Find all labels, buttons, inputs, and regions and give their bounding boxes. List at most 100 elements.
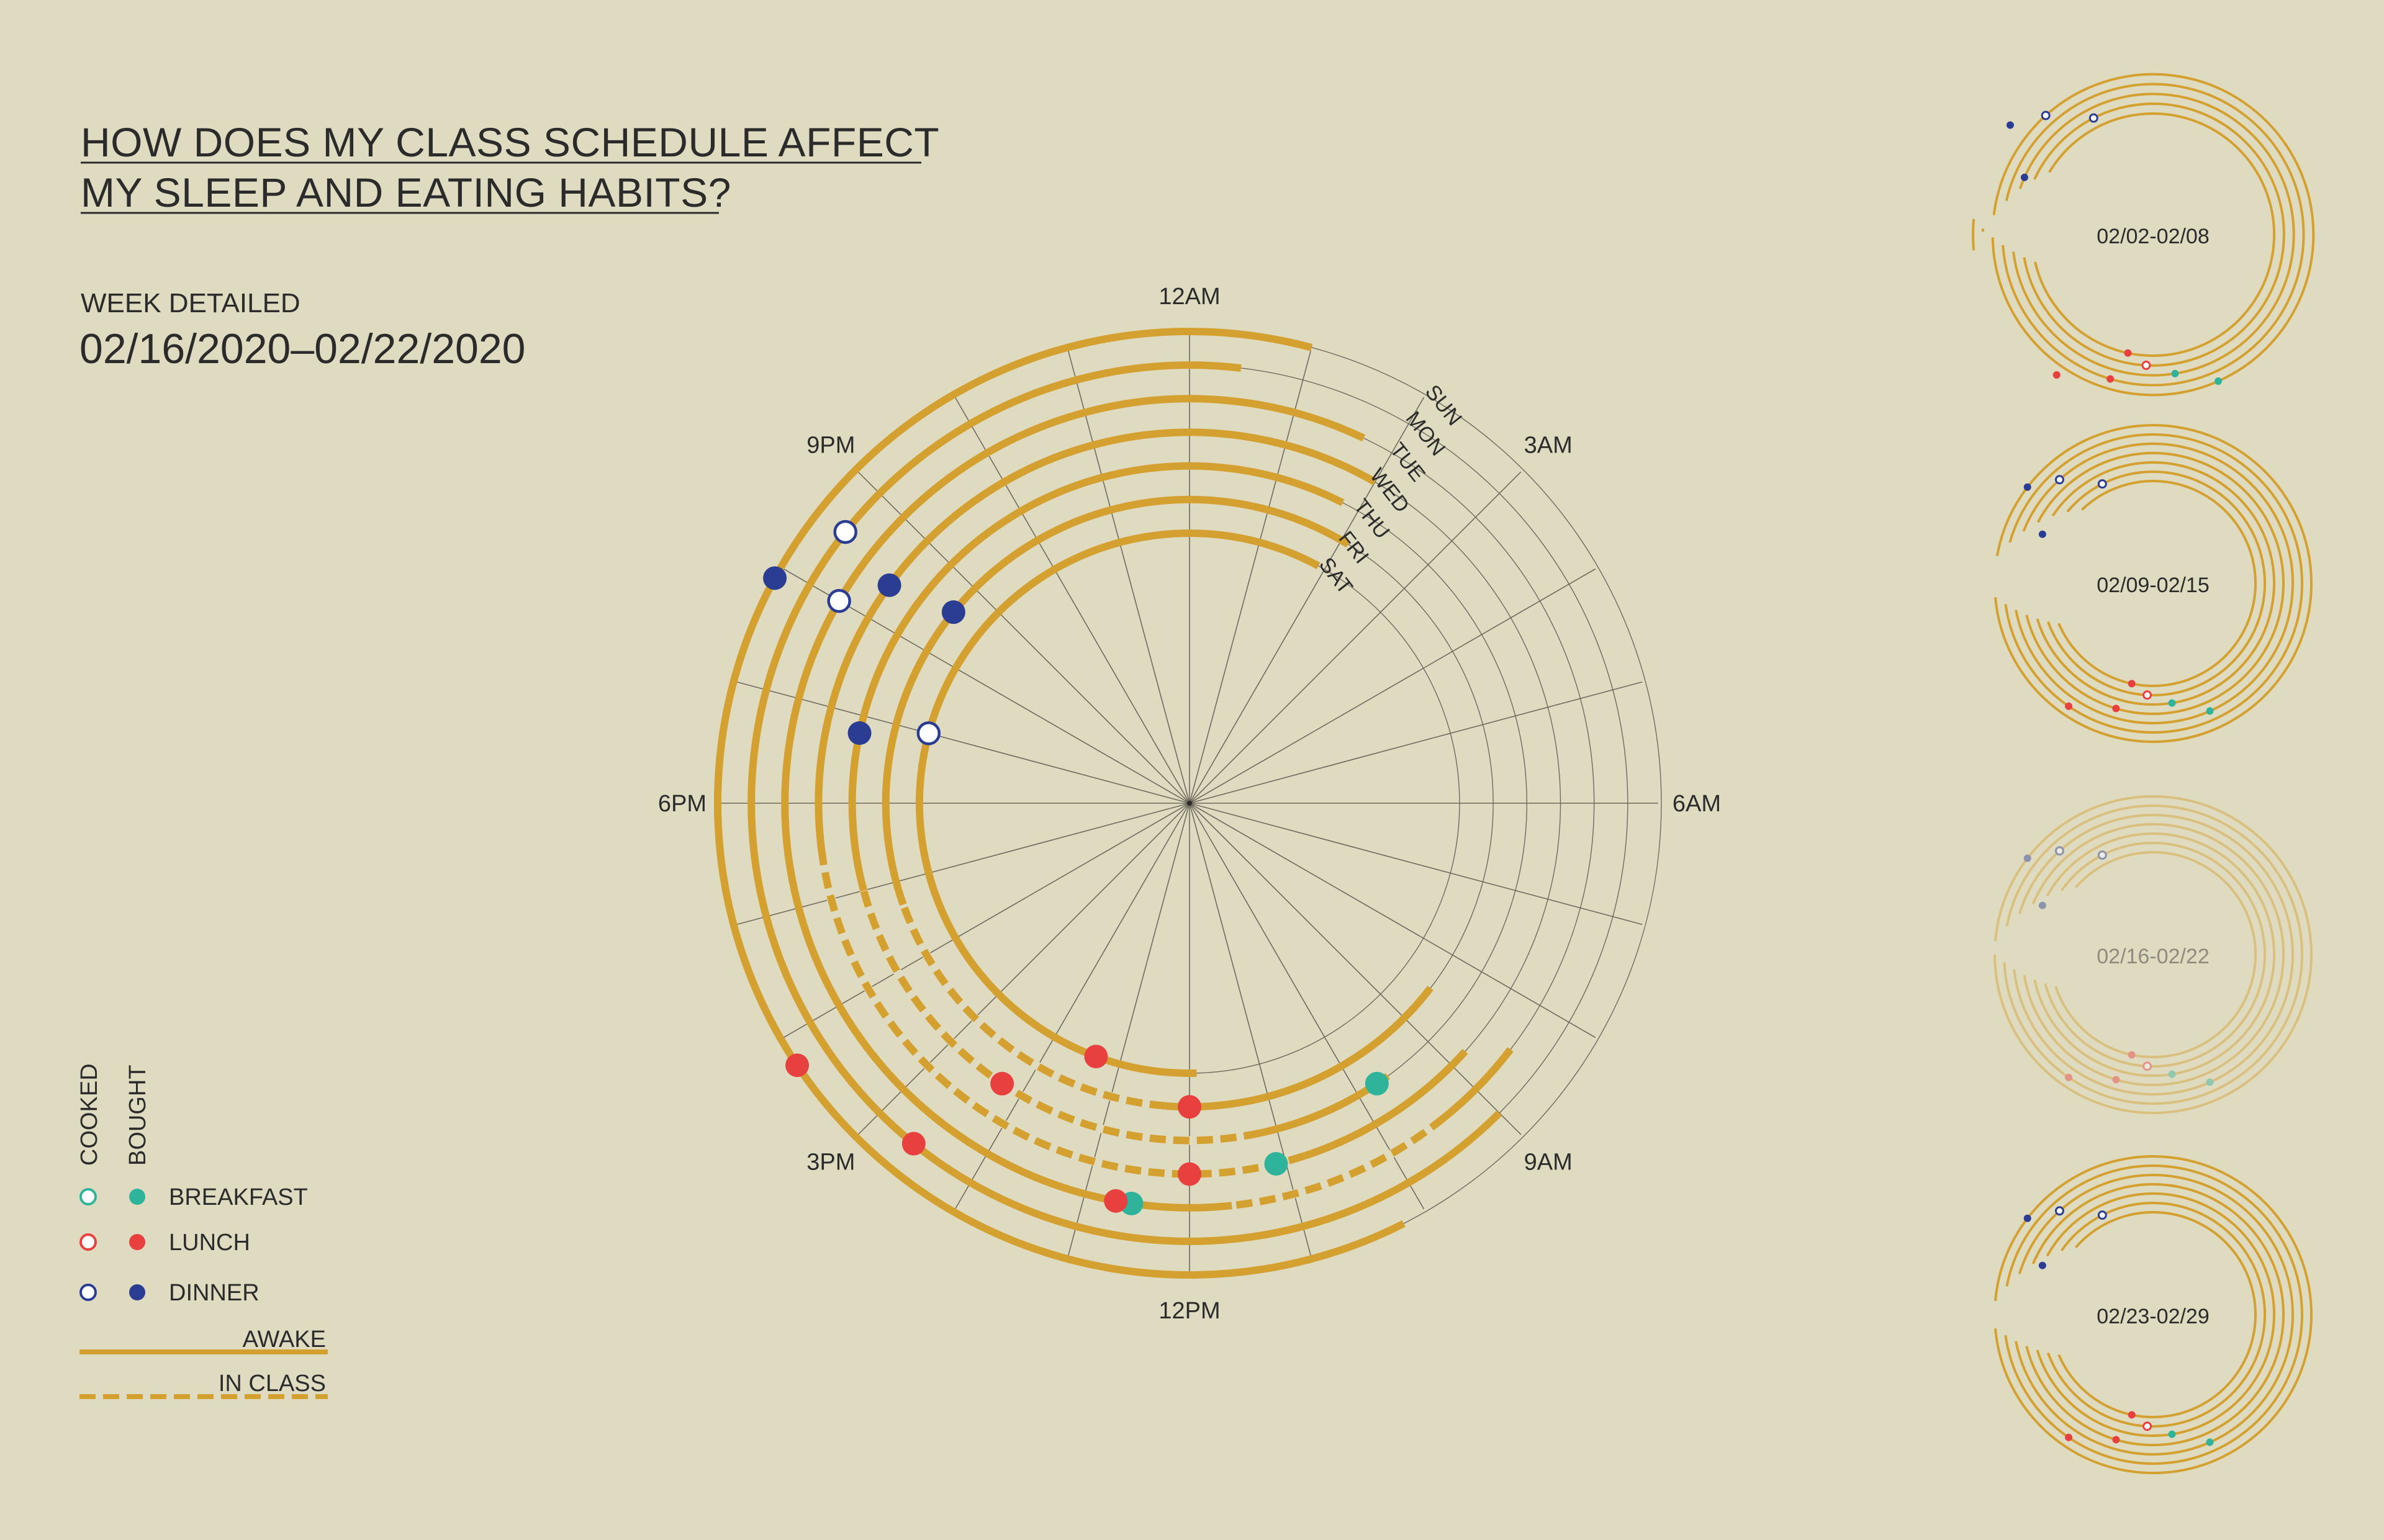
thumb-meal-dot [2106, 375, 2115, 383]
legend-breakfast-cooked-marker [79, 1188, 97, 1205]
grid-spoke [1067, 350, 1190, 804]
thumb-meal-dot [2168, 699, 2176, 707]
thumb-meal-dot [2038, 1261, 2046, 1269]
thumb-meal-dot [2141, 361, 2151, 371]
week-detailed-label: WEEK DETAILED [81, 288, 300, 318]
grid-spoke [1189, 803, 1522, 1135]
thumb-ring [2015, 1174, 2294, 1456]
legend-awake-label: AWAKE [243, 1326, 326, 1353]
thumb-meal-dot [2128, 1051, 2136, 1059]
thumb-meal-dot [2128, 680, 2136, 688]
thumb-ring [2036, 1192, 2275, 1437]
in-class-arc-thu [860, 889, 1261, 1145]
thumb-meal-dot [2054, 846, 2064, 856]
week-thumbnail-4: 02/23-02/29 [1993, 1155, 2313, 1474]
hour-label: 12PM [1158, 1298, 1220, 1324]
week-detailed-range: 02/16/2020–02/22/2020 [79, 325, 525, 372]
thumb-meal-dot [2041, 110, 2051, 120]
thumb-ring [1991, 73, 2315, 397]
radial-chart: 12AM 3AM 6AM 9AM 12PM 3PM 6PM 9PM SUNMONTUEWEDT… [658, 284, 1721, 1324]
grid-spoke [857, 471, 1190, 804]
grid-spoke [783, 568, 1190, 804]
thumb-meal-dot [2065, 1433, 2073, 1441]
thumb-meal-dot [2215, 377, 2223, 385]
thumb-ring [2012, 92, 2295, 377]
thumb-meal-dot [2168, 1430, 2176, 1438]
awake-arc-fri [882, 495, 1434, 1111]
legend-dinner-cooked-marker [79, 1284, 97, 1301]
week-label-1: 02/02-02/08 [2097, 225, 2210, 248]
thumb-ring [2054, 851, 2257, 1058]
meal-markers [763, 520, 1389, 1215]
thumb-ring [2036, 461, 2276, 706]
thumb-meal-dot [2097, 479, 2107, 489]
legend-cooked-label: COOKED [76, 1063, 102, 1166]
thumb-ring [2057, 1211, 2257, 1418]
thumb-ring [2057, 480, 2257, 687]
thumb-ring [2046, 471, 2266, 696]
thumb-meal-dot [2112, 1076, 2120, 1084]
legend-dinner-label: DINNER [169, 1280, 260, 1306]
dinner-cooked-marker [833, 520, 857, 544]
dinner-bought-marker [847, 721, 872, 745]
grid-spoke [954, 397, 1190, 804]
dinner-bought-marker [877, 573, 901, 597]
legend-breakfast-bought-marker [129, 1189, 145, 1205]
thumb-meal-dot [2023, 1214, 2031, 1222]
hour-label: 9PM [806, 432, 855, 458]
grid-spoke [1189, 803, 1643, 925]
lunch-bought-marker [1104, 1189, 1128, 1213]
hour-label: 3AM [1524, 432, 1573, 458]
legend-dinner-bought-marker [129, 1284, 145, 1300]
thumb-ring [2013, 813, 2294, 1096]
hour-label: 3PM [806, 1150, 855, 1176]
thumb-ring [2002, 83, 2305, 387]
dinner-bought-marker [763, 566, 787, 590]
thumb-meal-dot [2168, 1070, 2176, 1078]
thumb-meal-dot [2065, 1073, 2073, 1081]
grid-spoke [1067, 803, 1190, 1256]
legend-bought-label: BOUGHT [125, 1065, 151, 1166]
thumb-meal-dot [2112, 1436, 2120, 1444]
thumb-meal-dot [2023, 483, 2031, 491]
legend-lunch-cooked-marker [79, 1233, 97, 1251]
thumb-ring [2034, 112, 2275, 357]
thumb-meal-dot [2142, 690, 2152, 700]
thumb-ring [1993, 795, 2313, 1114]
thumb-meal-dot [2097, 850, 2107, 860]
lunch-bought-marker [1178, 1162, 1201, 1186]
dinner-bought-marker [941, 600, 965, 624]
title-line-1: HOW DOES MY CLASS SCHEDULE AFFECT [81, 119, 939, 165]
grid-spoke [1189, 803, 1312, 1256]
thumb-meal-dot [2142, 1061, 2152, 1071]
lunch-bought-marker [901, 1132, 926, 1156]
legend-lunch-label: LUNCH [169, 1230, 250, 1256]
grid-spoke [857, 803, 1190, 1135]
thumb-meal-dot [2065, 702, 2073, 710]
thumb-meal-dot [2054, 475, 2064, 485]
grid-spoke [783, 803, 1190, 1038]
legend-in-class-label: IN CLASS [219, 1371, 326, 1397]
dinner-cooked-marker [827, 588, 851, 613]
in-class-arc-tue [1231, 1114, 1447, 1210]
week-label-2: 02/09-02/15 [2097, 574, 2210, 597]
thumb-meal-dot [2206, 1438, 2214, 1446]
thumb-meal-dot [2052, 371, 2061, 379]
hour-label: 6PM [658, 791, 707, 817]
in-class-arc-wed [819, 860, 1306, 1178]
grid-spoke [1189, 471, 1522, 804]
thumb-ring [2025, 1183, 2285, 1446]
legend-breakfast-label: BREAKFAST [169, 1184, 308, 1210]
week-thumbnail-2: 02/09-02/15 [1993, 424, 2313, 743]
lunch-bought-marker [1084, 1045, 1108, 1069]
grid-spoke [1189, 681, 1643, 804]
chart-center [1187, 801, 1192, 806]
thumb-ring [2044, 842, 2266, 1068]
thumb-ring [2015, 443, 2294, 724]
hour-label: 9AM [1524, 1150, 1573, 1176]
thumb-meal-dot [2038, 530, 2046, 538]
week-thumbnails: 02/02-02/08 02/09-02/15 02/16-02/22 02/2… [1971, 73, 2315, 1474]
page-title: HOW DOES MY CLASS SCHEDULE AFFECT MY SLE… [81, 119, 939, 215]
week-label-4: 02/23-02/29 [2097, 1305, 2210, 1328]
